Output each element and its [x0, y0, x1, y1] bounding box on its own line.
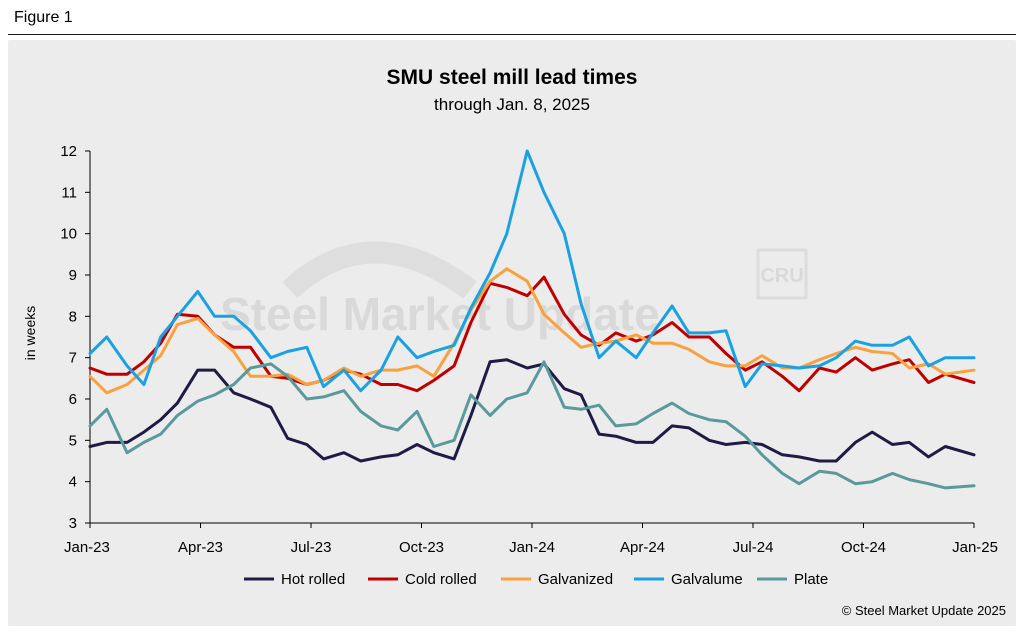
- x-tick-label: Jul-23: [291, 539, 332, 556]
- x-tick-label: Jan-25: [952, 539, 998, 556]
- x-tick-label: Apr-24: [620, 539, 665, 556]
- series-line-galvanized: [88, 267, 976, 395]
- series-line-hot-rolled: [88, 358, 976, 463]
- chart-panel: [8, 40, 1016, 626]
- chart-axes: 3 4 5 6 7 8 9 10 11 12 Jan-23 Apr-23 Jul-23 Oct-23 Jan…: [60, 143, 998, 556]
- watermark: Steel Market Update CRU: [220, 241, 808, 340]
- y-tick-label: 10: [60, 226, 77, 243]
- x-tick-label: Oct-23: [399, 539, 444, 556]
- x-tick-label: Jan-24: [509, 539, 555, 556]
- watermark-brand: Steel Market Update: [220, 288, 660, 340]
- figure-header: Figure 1: [0, 0, 1024, 34]
- chart-legend: Hot rolled Cold rolled Galvanized Galvalume…: [244, 571, 828, 588]
- watermark-logo-box: [756, 248, 808, 300]
- x-tick-label: Jan-23: [64, 539, 110, 556]
- header-divider: [8, 34, 1016, 35]
- y-tick-label: 12: [60, 143, 77, 160]
- y-tick-label: 9: [69, 267, 77, 284]
- y-tick-label: 5: [69, 432, 77, 449]
- x-tick-label: Apr-23: [178, 539, 223, 556]
- legend-label-cold-rolled: Cold rolled: [405, 571, 477, 588]
- legend-label-plate: Plate: [794, 571, 828, 588]
- chart-subtitle: through Jan. 8, 2025: [434, 95, 590, 114]
- legend-label-hot-rolled: Hot rolled: [281, 571, 345, 588]
- y-tick-label: 6: [69, 391, 77, 408]
- legend-label-galvanized: Galvanized: [538, 571, 613, 588]
- x-tick-label: Oct-24: [841, 539, 886, 556]
- watermark-logo: CRU: [760, 265, 803, 287]
- y-tick-label: 3: [69, 515, 77, 532]
- chart-series: [88, 149, 976, 490]
- y-axis-label: in weeks: [22, 305, 38, 361]
- y-tick-label: 8: [69, 308, 77, 325]
- x-tick-label: Jul-24: [733, 539, 774, 556]
- legend-label-galvalume: Galvalume: [671, 571, 743, 588]
- watermark-arc: [282, 241, 477, 299]
- y-tick-label: 4: [69, 474, 77, 491]
- series-line-cold-rolled: [88, 275, 976, 393]
- series-line-plate: [88, 360, 976, 490]
- chart-title: SMU steel mill lead times: [386, 66, 638, 89]
- copyright-note: © Steel Market Update 2025: [841, 603, 1006, 618]
- series-line-galvalume: [88, 149, 976, 393]
- y-tick-label: 7: [69, 350, 77, 367]
- figure-label: Figure 1: [14, 9, 73, 26]
- y-tick-label: 11: [61, 184, 77, 201]
